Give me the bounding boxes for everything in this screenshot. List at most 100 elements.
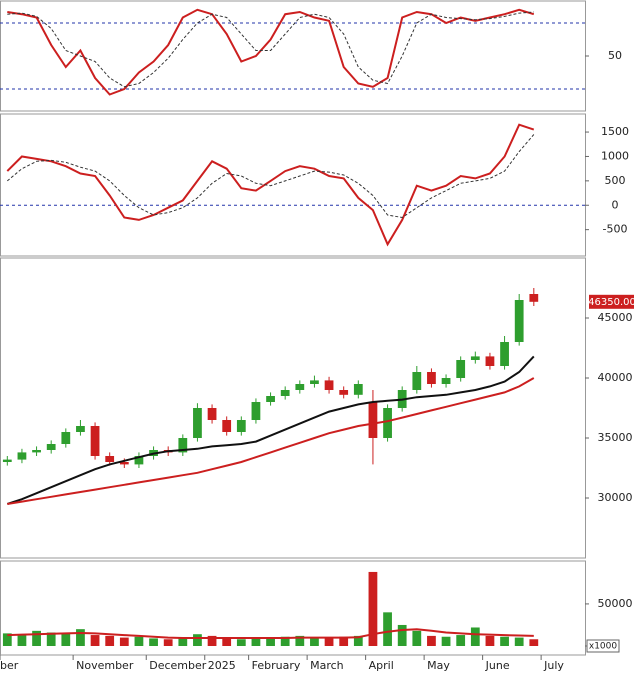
panel-frame	[0, 0, 586, 112]
candle-body	[427, 372, 436, 384]
y-tick-label: 1500	[601, 125, 629, 138]
series-line	[6, 134, 535, 219]
volume-bar	[2, 633, 12, 646]
volume-bar	[368, 571, 378, 646]
candle-body	[134, 456, 144, 465]
candle-body	[456, 360, 466, 378]
series-line	[7, 11, 534, 88]
panel-frame	[0, 257, 586, 559]
volume-bar	[427, 635, 436, 646]
candle-body	[17, 452, 27, 460]
last-price-label: 46350.00	[588, 297, 634, 308]
candle-body	[90, 426, 100, 456]
x-tick-label: July	[543, 659, 564, 672]
candle-body	[32, 450, 41, 453]
volume-bar	[310, 637, 319, 646]
volume-bar	[324, 638, 334, 646]
volume-bar	[485, 635, 495, 646]
y-tick-label: -500	[603, 223, 628, 236]
series-line	[7, 8, 535, 96]
volume-bar	[222, 638, 232, 646]
candle-body	[383, 408, 392, 438]
panel-frame	[0, 560, 586, 656]
series-line	[7, 377, 535, 505]
candle-body	[61, 432, 71, 444]
candle-body	[105, 456, 115, 462]
candle-body	[193, 408, 202, 438]
volume-bar	[61, 633, 71, 646]
candle-body	[310, 380, 319, 384]
candle-body	[2, 459, 12, 462]
volume-bar	[119, 637, 129, 646]
volume-bar	[178, 638, 188, 646]
volume-bar	[105, 635, 115, 646]
series-line	[7, 628, 534, 639]
x-tick-label: June	[485, 659, 510, 672]
volume-bar	[353, 635, 363, 646]
candle-body	[485, 356, 495, 366]
x-tick-label: November	[76, 659, 134, 672]
volume-bar	[397, 624, 407, 646]
volume-bar	[207, 635, 217, 646]
candle-body	[76, 426, 85, 432]
candle-body	[251, 402, 261, 420]
volume-bar	[266, 638, 275, 646]
volume-bar	[251, 637, 261, 646]
candle-body	[441, 378, 451, 384]
candle-body	[46, 444, 56, 450]
candle-body	[222, 420, 232, 432]
candle-body	[470, 356, 480, 360]
volume-bar	[236, 639, 246, 646]
candle-body	[324, 380, 334, 390]
last-price-box	[589, 294, 634, 309]
x-tick-label: ber	[0, 659, 19, 672]
x-tick-label: May	[427, 659, 450, 672]
candle-body	[500, 342, 509, 366]
volume-bar	[149, 638, 158, 646]
series-line	[6, 123, 535, 247]
volume-bar	[295, 635, 305, 646]
volume-unit: x1000	[589, 642, 618, 652]
unit-box	[586, 639, 620, 653]
candle-body	[295, 384, 305, 390]
volume-bar	[90, 635, 100, 646]
candle-body	[178, 438, 188, 453]
y-tick-label: 50000	[598, 597, 633, 610]
candle-body	[412, 372, 422, 390]
candle-body	[353, 384, 363, 395]
candle-body	[339, 390, 349, 395]
volume-bar	[441, 636, 451, 646]
y-tick-label: 30000	[598, 491, 633, 504]
volume-bar	[456, 635, 466, 646]
volume-bar	[339, 636, 349, 646]
volume-bar	[529, 639, 539, 646]
x-tick-label: February	[252, 659, 301, 672]
y-tick-label: 50	[608, 49, 622, 62]
volume-bar	[383, 612, 392, 646]
volume-bar	[17, 634, 27, 646]
x-tick-label: December	[149, 659, 207, 672]
volume-bar	[76, 629, 85, 646]
volume-bar	[500, 636, 509, 646]
y-tick-label: 0	[612, 198, 619, 211]
candle-body	[119, 462, 129, 465]
volume-bar	[193, 634, 202, 646]
candle-body	[280, 390, 290, 396]
volume-bar	[32, 630, 41, 646]
candle-body	[236, 420, 246, 432]
candle-body	[207, 408, 217, 420]
volume-bar	[280, 636, 290, 646]
volume-bar	[134, 636, 144, 646]
x-tick-label: March	[310, 659, 344, 672]
panel-frame	[0, 113, 586, 257]
volume-bar	[470, 627, 480, 646]
y-tick-label: 1000	[601, 149, 629, 162]
y-tick-label: 40000	[598, 371, 633, 384]
candle-body	[368, 402, 378, 438]
candle-body	[514, 300, 524, 342]
volume-bar	[46, 632, 56, 646]
volume-bar	[163, 639, 173, 646]
y-tick-label: 45000	[598, 311, 633, 324]
x-tick-label: 2025	[208, 659, 236, 672]
